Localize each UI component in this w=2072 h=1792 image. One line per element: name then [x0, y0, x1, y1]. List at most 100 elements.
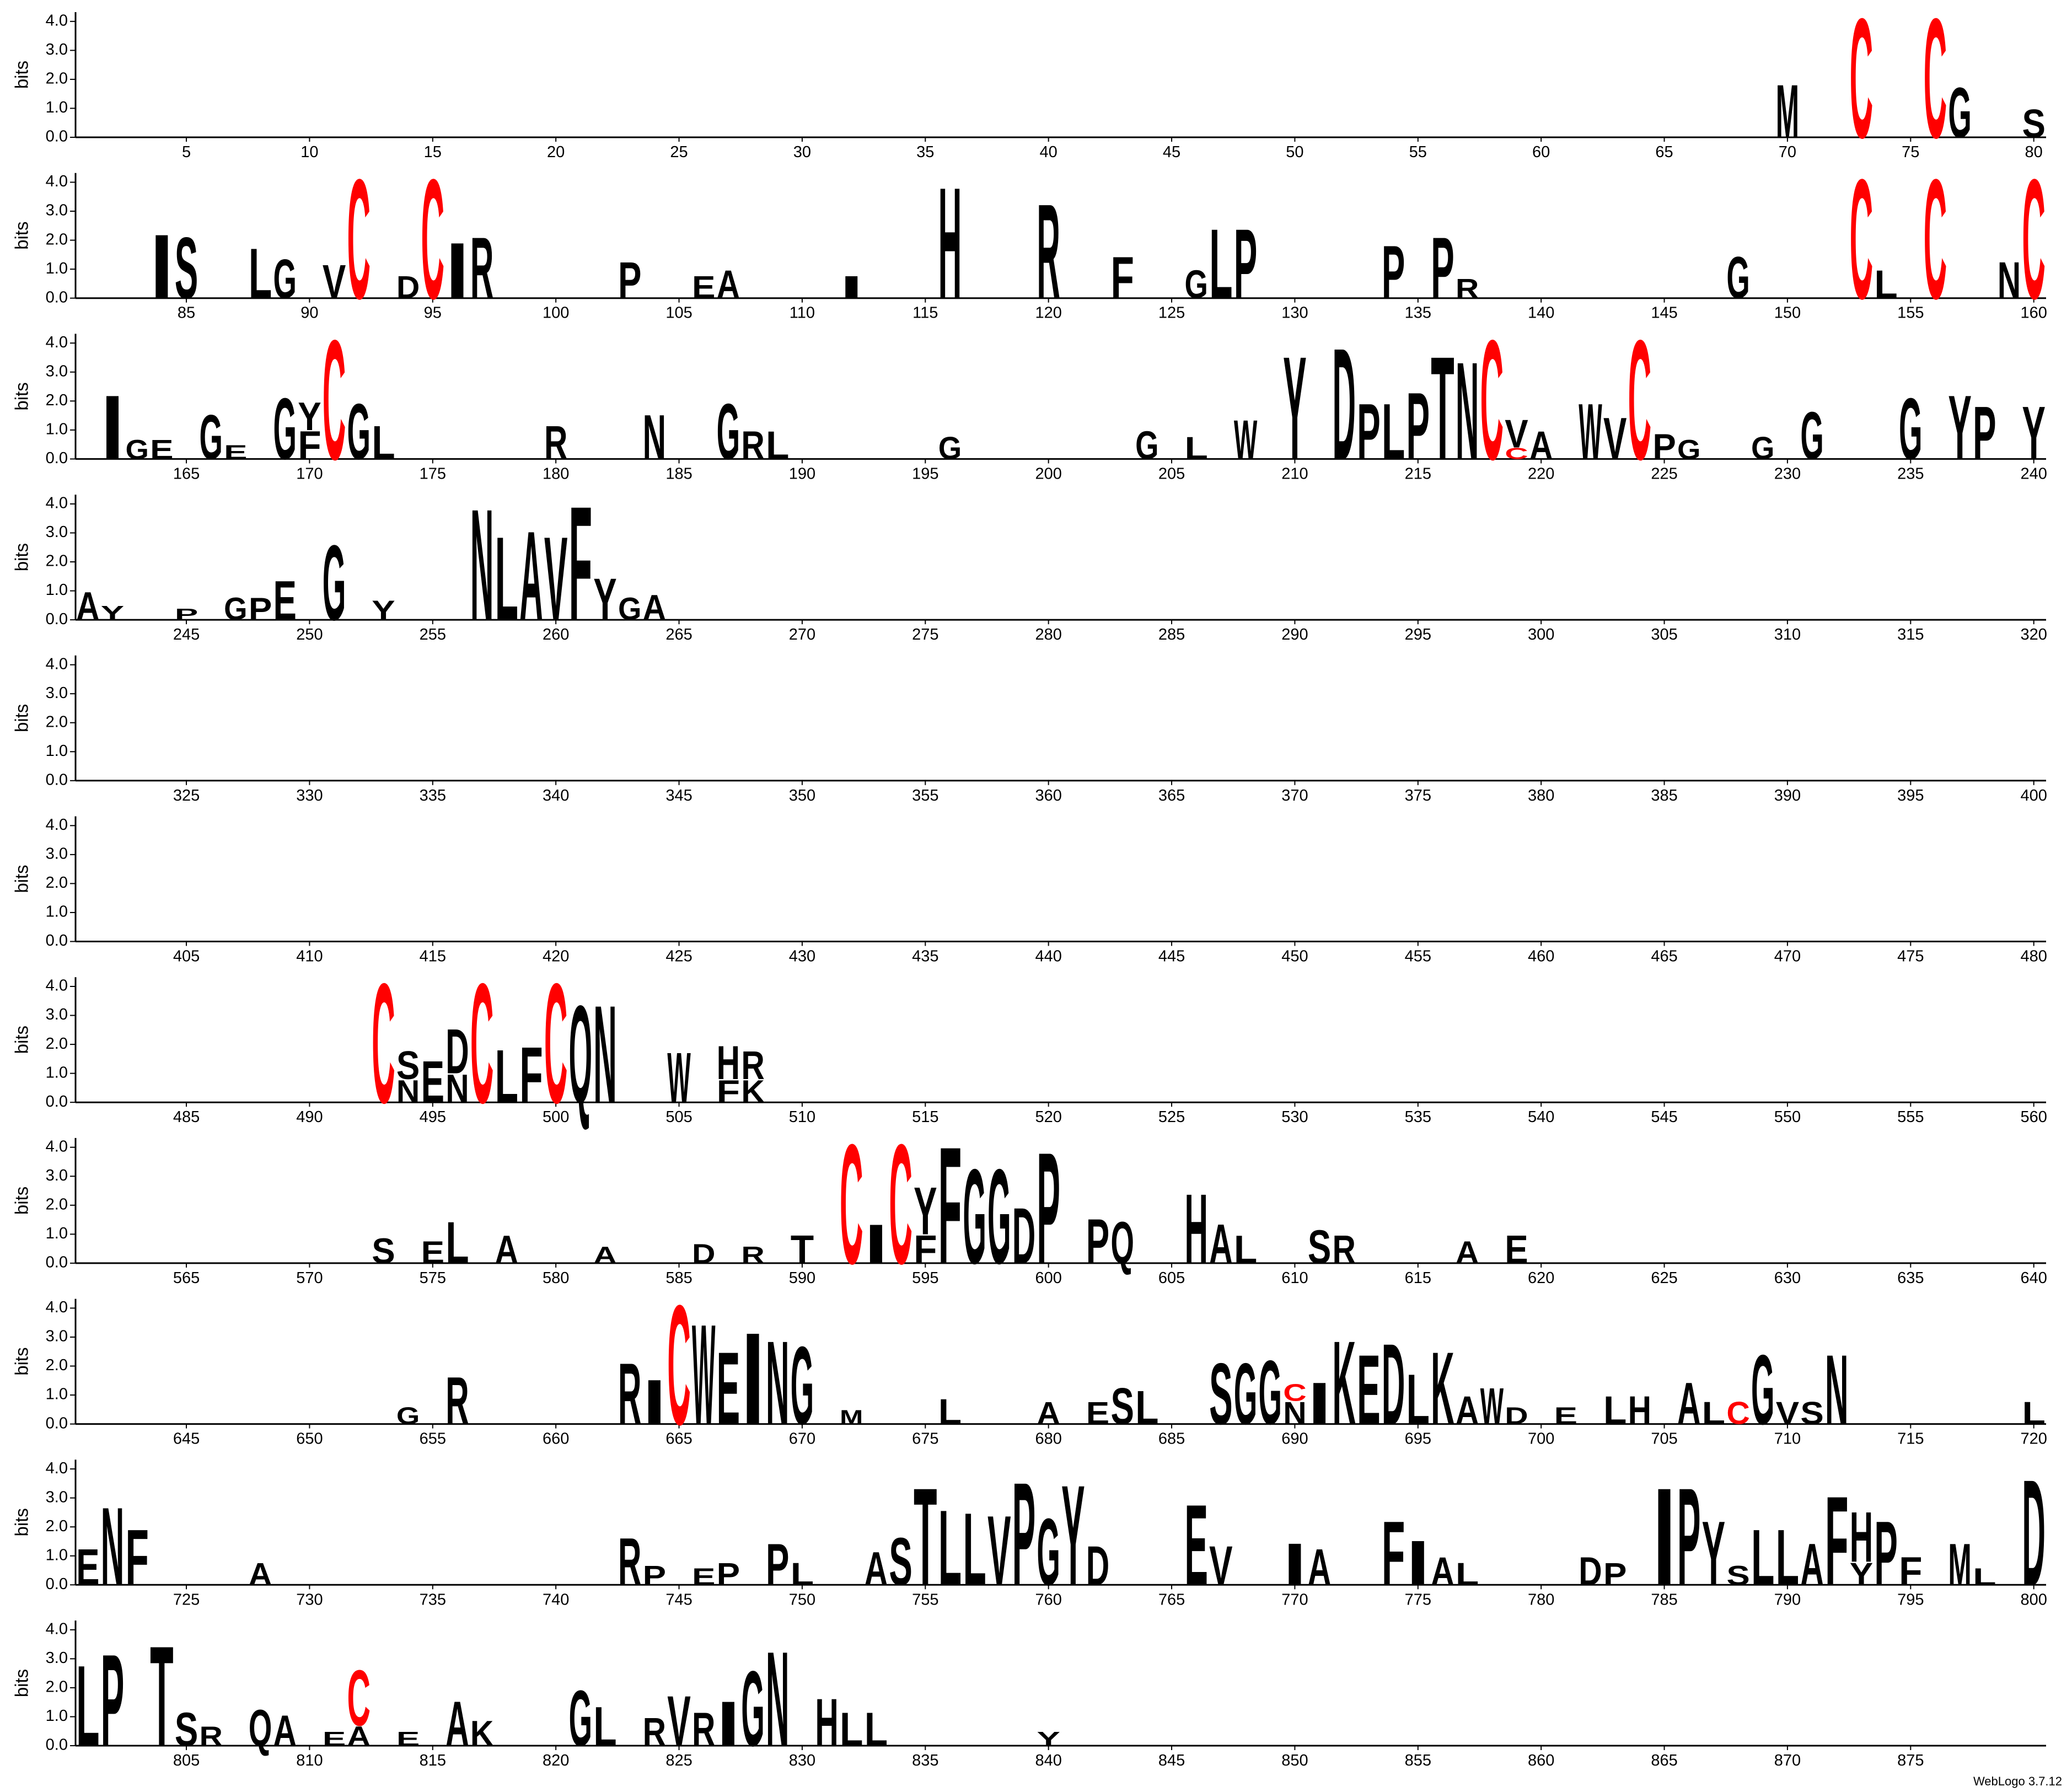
x-tick-label: 190: [789, 465, 815, 482]
x-tick-label: 590: [789, 1269, 815, 1287]
logo-letter: A: [1431, 1549, 1454, 1594]
x-tick-label: 805: [173, 1752, 200, 1769]
logo-letter: Y: [2022, 391, 2045, 475]
logo-letter: G: [963, 1141, 986, 1292]
y-tick-label: 4.0: [46, 495, 68, 512]
x-tick-label: 415: [420, 948, 446, 965]
logo-letter: L: [1456, 1557, 1479, 1592]
logo-letter: M: [1948, 1532, 1971, 1598]
logo-letter: G: [618, 592, 641, 627]
x-tick-label: 115: [912, 304, 938, 322]
x-tick-label: 420: [543, 948, 569, 965]
x-tick-label: 520: [1035, 1108, 1061, 1126]
x-tick-label: 385: [1651, 787, 1677, 804]
x-tick-label: 20: [547, 143, 565, 161]
logo-letter: N: [445, 1067, 469, 1111]
x-tick-label: 75: [1902, 143, 1919, 161]
x-tick-label: 325: [173, 787, 200, 804]
x-tick-label: 155: [1897, 304, 1924, 322]
y-tick-label: 3.0: [46, 845, 68, 863]
logo-letter: K: [1431, 1330, 1454, 1446]
x-tick-label: 845: [1158, 1752, 1185, 1769]
logo-letter: R: [1456, 273, 1479, 304]
x-tick-label: 440: [1035, 948, 1061, 965]
logo-letter: F: [938, 1112, 962, 1299]
logo-letter: C: [1726, 1396, 1749, 1431]
x-tick-label: 350: [789, 787, 815, 804]
y-tick-label: 0.0: [46, 932, 68, 949]
x-tick-label: 120: [1035, 304, 1061, 322]
logo-letter: Y: [1283, 326, 1306, 490]
logo-row: bits 0.0 1.0 2.0 3.0 4.0 725 730 735 740 745 750 755…: [12, 1448, 2047, 1617]
x-tick-label: 525: [1158, 1108, 1185, 1126]
logo-letter: D: [2022, 1448, 2045, 1617]
x-tick-label: 875: [1897, 1752, 1924, 1769]
x-tick-label: 185: [665, 465, 692, 482]
logo-letter: Y: [593, 567, 616, 633]
x-tick-label: 400: [2020, 787, 2047, 804]
x-tick-label: 435: [912, 948, 938, 965]
logo-letter: I: [717, 1688, 740, 1759]
logo-letter: A: [1800, 1532, 1823, 1598]
logo-letter: C: [1924, 0, 1947, 174]
logo-letter: R: [618, 1524, 641, 1600]
x-tick-label: 630: [1774, 1269, 1801, 1287]
logo-letter: N: [396, 1074, 420, 1109]
x-tick-label: 150: [1774, 304, 1801, 322]
x-tick-label: 30: [793, 143, 811, 161]
logo-letter: F: [1899, 1549, 1922, 1594]
x-tick-label: 825: [665, 1752, 692, 1769]
x-tick-label: 575: [420, 1269, 446, 1287]
x-tick-label: 870: [1774, 1752, 1801, 1769]
logo-letter: P: [643, 1559, 666, 1591]
logo-letter: P: [618, 251, 641, 309]
x-tick-label: 345: [665, 787, 692, 804]
logo-letter: C: [1850, 144, 1873, 335]
x-tick-label: 340: [543, 787, 569, 804]
x-tick-label: 375: [1405, 787, 1431, 804]
logo-letter: M: [1776, 69, 1799, 154]
logo-letter: G: [396, 1403, 420, 1429]
logo-letter: G: [224, 592, 247, 627]
logo-letter: D: [396, 270, 420, 305]
logo-letter: R: [544, 416, 567, 469]
x-tick-label: 585: [665, 1269, 692, 1287]
x-tick-label: 220: [1528, 465, 1554, 482]
logo-letter: I: [445, 227, 469, 315]
logo-letter: S: [1800, 1396, 1823, 1431]
x-tick-label: 170: [296, 465, 323, 482]
x-tick-label: 815: [420, 1752, 446, 1769]
y-tick-label: 0.0: [46, 288, 68, 306]
logo-letter: P: [1431, 219, 1454, 317]
logo-letter: R: [692, 1702, 715, 1756]
logo-letter: P: [1234, 208, 1257, 319]
x-tick-label: 865: [1651, 1752, 1677, 1769]
x-tick-label: 555: [1897, 1108, 1924, 1126]
logo-letter: L: [495, 512, 518, 646]
logo-letter: P: [1973, 391, 1996, 475]
logo-letter: F: [717, 1074, 740, 1109]
logo-letter: S: [175, 1702, 198, 1756]
logo-letter: L: [445, 1210, 469, 1276]
logo-letter: A: [1209, 1213, 1232, 1275]
x-tick-label: 355: [912, 787, 938, 804]
logo-letter: E: [1554, 1403, 1577, 1429]
y-tick-label: 0.0: [46, 1414, 68, 1432]
logo-letter: Y: [1037, 1727, 1060, 1750]
x-tick-label: 230: [1774, 465, 1801, 482]
logo-letter: Q: [1110, 1210, 1134, 1276]
logo-letter: R: [470, 219, 493, 317]
logo-letter: L: [249, 233, 272, 314]
logo-letter: L: [791, 1557, 814, 1592]
y-axis-label: bits: [12, 1669, 32, 1697]
logo-letter: S: [1110, 1377, 1134, 1435]
x-tick-label: 710: [1774, 1430, 1801, 1448]
logo-letter: A: [593, 1242, 616, 1268]
logo-letter: G: [569, 1675, 592, 1763]
logo-letter: V: [987, 1495, 1011, 1606]
y-tick-label: 0.0: [46, 1093, 68, 1110]
logo-letter: P: [1086, 1205, 1109, 1276]
x-tick-label: 60: [1532, 143, 1550, 161]
logo-letter: R: [1037, 176, 1060, 327]
